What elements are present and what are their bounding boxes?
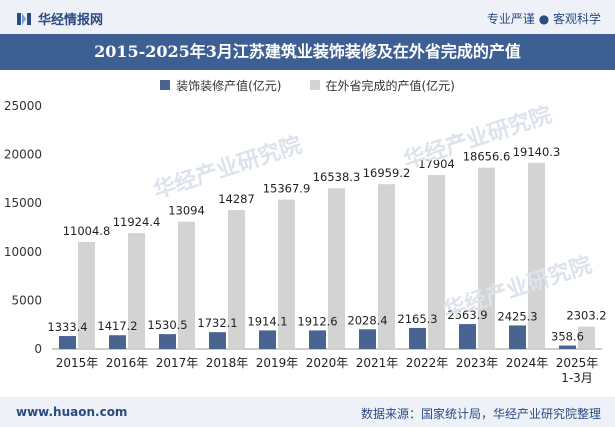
chart-title: 2015-2025年3月江苏建筑业装饰装修及在外省完成的产值 (0, 34, 615, 70)
bar-decoration (359, 329, 376, 349)
data-label-outside-province: 18656.6 (463, 150, 511, 164)
bar-outside-province (378, 184, 395, 349)
bar-decoration (509, 325, 526, 349)
legend-item-decoration: 装饰装修产值(亿元) (160, 77, 282, 94)
x-tick-label: 2022年 (406, 356, 449, 370)
y-tick-label: 25000 (4, 99, 42, 113)
data-label-outside-province: 14287 (218, 192, 255, 206)
bullet-icon: ● (538, 12, 553, 26)
data-label-decoration: 1530.5 (147, 318, 187, 332)
bar-decoration (59, 336, 76, 349)
footer-source: 数据来源：国家统计局，华经产业研究院整理 (360, 407, 601, 421)
slogan: 专业严谨 ● 客观科学 (487, 10, 601, 27)
data-label-decoration: 1333.4 (47, 320, 87, 334)
x-tick-label: 2016年 (106, 356, 149, 370)
footer: www.huaon.com 数据来源：国家统计局，华经产业研究院整理 (0, 397, 615, 427)
data-label-outside-province: 16538.3 (313, 170, 361, 184)
x-tick-label: 2017年 (156, 356, 199, 370)
slogan-part-1: 专业严谨 (486, 12, 535, 26)
bar-outside-province (128, 233, 145, 349)
bar-outside-province (478, 167, 495, 349)
data-label-decoration: 1732.1 (197, 316, 237, 330)
data-label-outside-province: 13094 (168, 204, 205, 218)
y-tick-label: 10000 (4, 245, 42, 259)
legend: 装饰装修产值(亿元) 在外省完成的产值(亿元) (0, 74, 615, 96)
y-tick-label: 0 (34, 342, 42, 356)
data-label-decoration: 2563.9 (447, 308, 487, 322)
header-bar: 华经情报网 专业严谨 ● 客观科学 (0, 0, 615, 34)
bar-outside-province (278, 199, 295, 349)
x-tick-label: 2025年 (556, 356, 599, 370)
legend-label-outside: 在外省完成的产值(亿元) (325, 78, 455, 93)
bar-outside-province (328, 188, 345, 349)
data-label-outside-province: 17904 (418, 157, 455, 171)
x-tick-label: 2023年 (456, 356, 499, 370)
data-label-decoration: 2165.3 (397, 312, 437, 326)
x-tick-label: 1-3月 (561, 371, 593, 385)
data-label-outside-province: 16959.2 (363, 166, 411, 180)
y-tick-label: 5000 (11, 293, 42, 307)
bar-outside-province (528, 162, 545, 349)
legend-label-decoration: 装饰装修产值(亿元) (176, 78, 282, 93)
bar-decoration (259, 330, 276, 349)
bar-outside-province (428, 174, 445, 349)
y-tick-label: 15000 (4, 196, 42, 210)
slogan-part-2: 客观科学 (552, 12, 601, 26)
x-tick-label: 2019年 (256, 356, 299, 370)
y-tick-label: 20000 (4, 148, 42, 162)
legend-swatch-outside (309, 80, 320, 90)
data-label-decoration: 2028.4 (347, 313, 387, 327)
bar-decoration (409, 327, 426, 349)
legend-swatch-decoration (160, 80, 171, 90)
x-tick-label: 2024年 (506, 356, 549, 370)
data-label-outside-province: 11924.4 (113, 215, 161, 229)
bar-outside-province (178, 221, 195, 349)
bar-outside-province (578, 326, 595, 349)
bar-outside-province (78, 242, 95, 349)
brand-name: 华经情报网 (38, 13, 104, 28)
brand[interactable]: 华经情报网 (16, 9, 103, 28)
data-label-decoration: 358.6 (551, 330, 584, 344)
data-label-decoration: 1912.6 (297, 314, 337, 328)
data-label-decoration: 1914.1 (247, 314, 287, 328)
bar-outside-province (228, 210, 245, 349)
bar-decoration (109, 335, 126, 349)
data-label-outside-province: 11004.8 (63, 224, 111, 238)
bar-decoration (159, 334, 176, 349)
bar-decoration (459, 324, 476, 349)
bar-decoration (209, 332, 226, 349)
x-tick-label: 2020年 (306, 356, 349, 370)
logo-icon (17, 12, 31, 25)
bar-chart: 0 5000 10000 15000 20000 25000 1333.4 11004.8 20… (4, 99, 607, 385)
bar-decoration (309, 330, 326, 349)
x-tick-label: 2018年 (206, 356, 249, 370)
data-label-decoration: 2425.3 (497, 309, 537, 323)
data-label-outside-province: 15367.9 (263, 182, 311, 196)
data-label-outside-province: 19140.3 (513, 145, 561, 159)
legend-item-outside: 在外省完成的产值(亿元) (309, 77, 455, 94)
footer-url[interactable]: www.huaon.com (16, 405, 128, 419)
bar-decoration (559, 345, 576, 349)
data-label-outside-province: 2303.2 (566, 309, 606, 323)
x-tick-label: 2015年 (56, 356, 99, 370)
x-tick-label: 2021年 (356, 356, 399, 370)
data-label-decoration: 1417.2 (97, 319, 137, 333)
